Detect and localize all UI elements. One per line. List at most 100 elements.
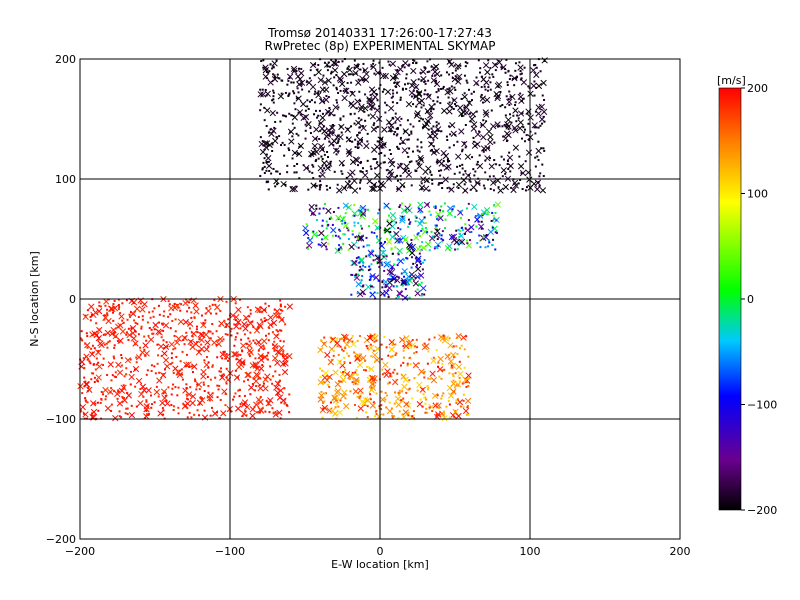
data-point (452, 375, 455, 378)
data-point (267, 188, 270, 191)
data-point (259, 109, 262, 112)
data-point (336, 397, 339, 400)
data-point (326, 383, 329, 386)
data-point (96, 401, 99, 404)
data-point-cross (363, 142, 370, 150)
data-point (451, 373, 454, 376)
data-point (465, 335, 468, 338)
data-point-cross (153, 388, 160, 396)
data-point-cross (248, 384, 255, 391)
colorbar-tick-label: −100 (747, 399, 777, 412)
data-point (197, 414, 200, 417)
data-point (193, 316, 196, 319)
data-point (399, 98, 402, 101)
data-point (179, 360, 182, 363)
data-point (293, 126, 296, 129)
data-point (519, 178, 522, 181)
data-point (461, 382, 464, 385)
data-point-cross (480, 134, 487, 141)
data-point (118, 341, 121, 344)
data-point-cross (318, 98, 326, 105)
data-point-cross (374, 345, 381, 352)
data-point (356, 146, 359, 149)
data-point-cross (386, 220, 393, 227)
data-point (151, 403, 154, 406)
data-point (429, 171, 432, 174)
data-point (466, 239, 469, 242)
data-point (167, 300, 170, 303)
data-point-cross (396, 247, 403, 255)
data-point (130, 327, 133, 330)
data-point (365, 169, 368, 172)
data-point (357, 379, 360, 382)
data-point (394, 343, 397, 346)
data-point (352, 73, 355, 76)
data-point (413, 377, 416, 380)
data-point (459, 405, 462, 408)
data-point (437, 89, 440, 92)
data-point (486, 212, 489, 215)
data-point (534, 63, 537, 66)
data-point (323, 400, 326, 403)
data-point-cross (497, 187, 504, 194)
data-point (328, 114, 331, 117)
data-point (378, 405, 381, 408)
data-point (354, 274, 357, 277)
data-point (507, 69, 510, 72)
data-point-cross (446, 210, 453, 217)
data-point (341, 348, 344, 351)
data-point-cross (310, 209, 317, 217)
data-point-cross (408, 89, 416, 97)
data-point (423, 396, 426, 399)
data-point-cross (132, 340, 139, 347)
data-point (354, 236, 357, 239)
data-point-cross (235, 363, 243, 371)
data-point (341, 172, 344, 175)
data-point (396, 188, 399, 191)
data-point (520, 172, 523, 175)
data-point (394, 246, 397, 249)
data-point (247, 337, 250, 340)
data-point (335, 153, 338, 156)
data-point (189, 386, 192, 389)
data-point (482, 119, 485, 122)
data-point (452, 107, 455, 110)
data-point (111, 311, 114, 314)
data-point-cross (156, 377, 163, 384)
data-point (361, 285, 364, 288)
data-point (117, 389, 120, 392)
data-point (233, 395, 236, 398)
data-point (510, 121, 513, 124)
data-point (300, 67, 303, 70)
data-point (412, 410, 415, 413)
data-point (279, 305, 282, 308)
data-point-cross (313, 148, 320, 156)
data-point (331, 63, 334, 66)
data-point-cross (125, 392, 132, 399)
data-point (278, 379, 281, 382)
data-point (448, 101, 451, 104)
data-point-cross (294, 73, 302, 80)
data-point-cross (471, 203, 478, 211)
data-point (358, 269, 361, 272)
data-point (409, 123, 412, 126)
data-point (353, 122, 356, 125)
data-point (475, 225, 478, 228)
data-point (418, 245, 421, 248)
data-point (216, 411, 219, 414)
data-point (484, 246, 487, 249)
data-point (363, 213, 366, 216)
data-point (481, 75, 484, 78)
data-point (356, 237, 359, 240)
data-point (423, 216, 426, 219)
data-point (405, 391, 408, 394)
data-point (327, 223, 330, 226)
data-point-cross (270, 127, 277, 134)
data-point (323, 100, 326, 103)
data-point (513, 84, 516, 87)
data-point (407, 225, 410, 228)
data-point (467, 202, 470, 205)
data-point-cross (428, 235, 436, 242)
data-point (361, 125, 364, 128)
data-point (218, 370, 221, 373)
